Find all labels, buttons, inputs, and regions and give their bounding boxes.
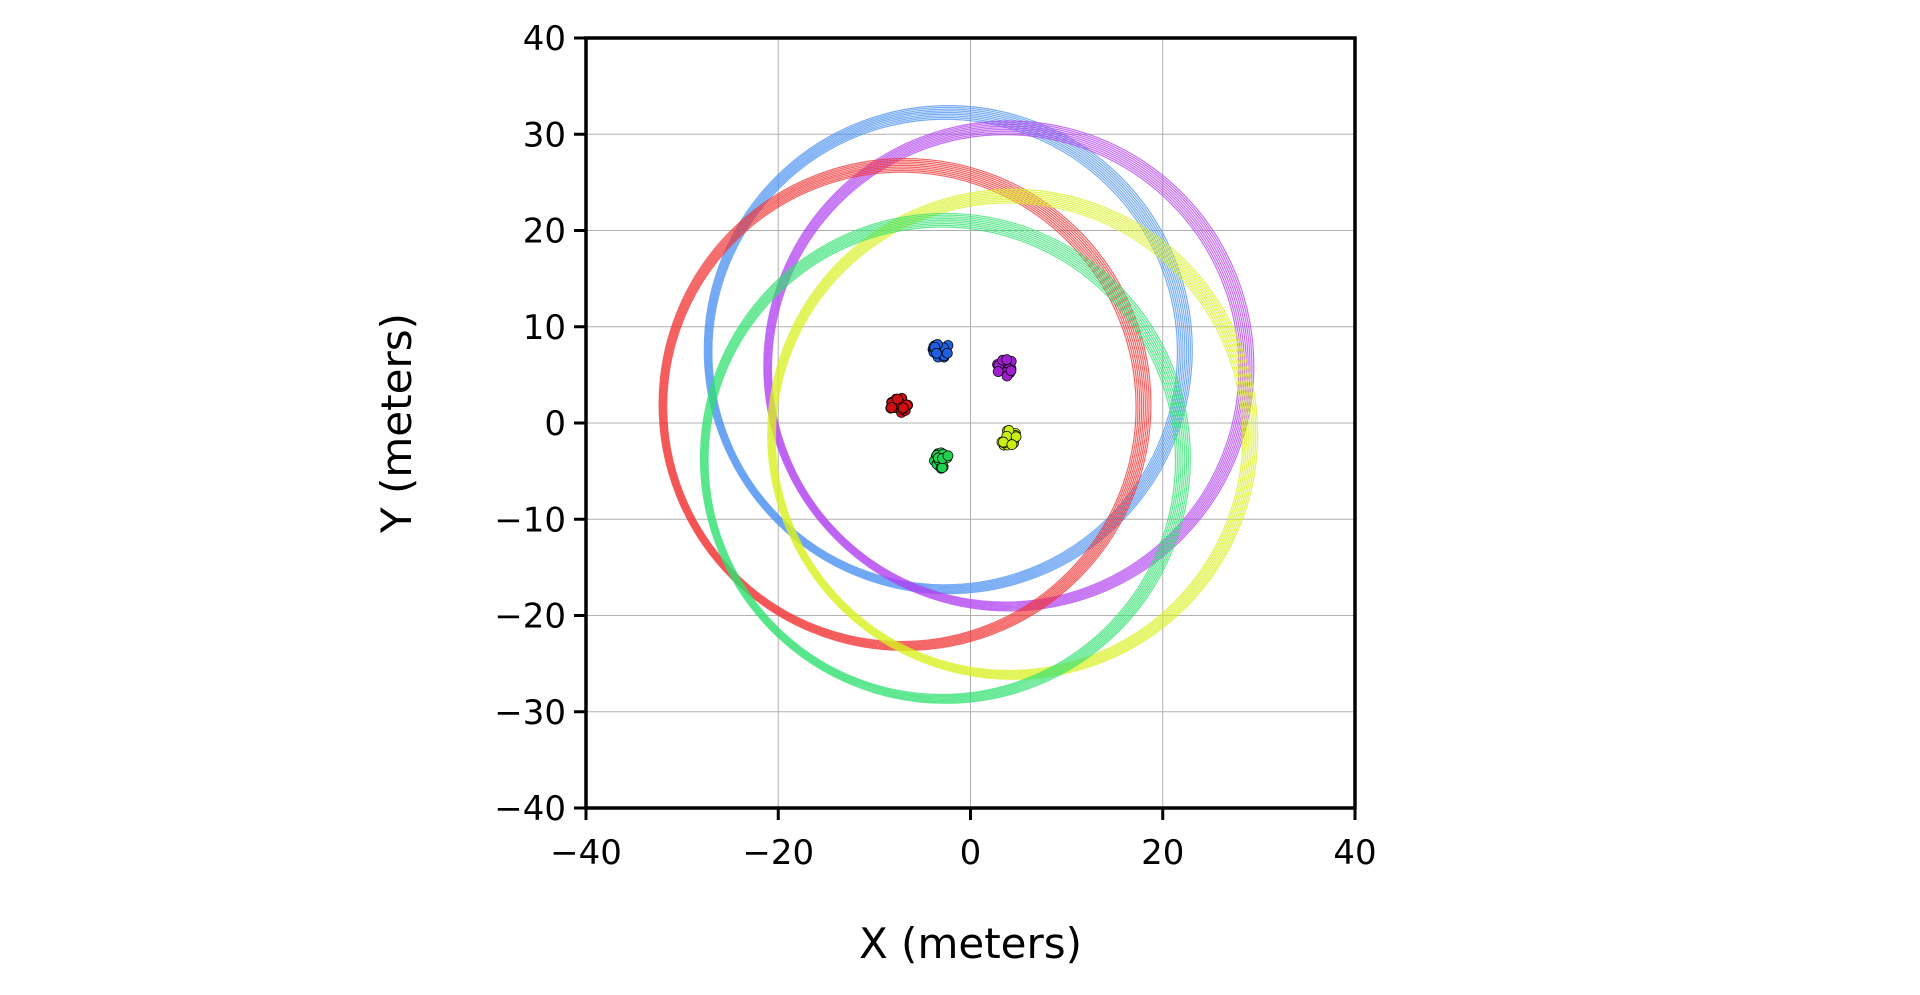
trajectory-ring bbox=[705, 108, 1190, 593]
y-tick-label: 20 bbox=[523, 212, 566, 252]
y-tick-label: 40 bbox=[523, 19, 566, 59]
x-tick-label: 20 bbox=[1141, 833, 1184, 873]
series-3 bbox=[767, 188, 1259, 680]
trajectory-ring bbox=[704, 221, 1182, 699]
trajectory-ring bbox=[700, 214, 1190, 703]
cluster-point bbox=[886, 402, 897, 413]
y-tick-label: −30 bbox=[494, 693, 566, 733]
cluster-point bbox=[897, 402, 909, 414]
series-4 bbox=[699, 212, 1191, 704]
trajectory-ring bbox=[701, 216, 1188, 702]
x-tick-label: −20 bbox=[742, 833, 814, 873]
cluster-point bbox=[892, 393, 903, 405]
trajectory-ring bbox=[707, 226, 1177, 696]
trajectory-ring bbox=[705, 223, 1180, 698]
trajectory-ring bbox=[710, 116, 1180, 587]
trajectory-ring bbox=[769, 193, 1253, 677]
trajectory-ring bbox=[699, 212, 1191, 704]
trajectory-ring bbox=[765, 123, 1251, 610]
cluster-point bbox=[942, 450, 954, 462]
y-tick-label: 30 bbox=[523, 115, 566, 155]
trajectory-ring bbox=[711, 118, 1179, 586]
trajectory-ring bbox=[704, 106, 1192, 594]
x-axis-label: X (meters) bbox=[859, 919, 1082, 968]
cluster-point bbox=[1006, 439, 1018, 450]
trajectory-ring bbox=[773, 200, 1246, 673]
cluster-point bbox=[1001, 354, 1013, 365]
trajectory-ring bbox=[706, 224, 1178, 697]
trajectory-ring bbox=[706, 110, 1188, 591]
x-tick-label: 40 bbox=[1333, 833, 1376, 873]
trajectory-ring bbox=[767, 188, 1259, 680]
cluster-point bbox=[931, 348, 942, 359]
cluster-point bbox=[941, 347, 953, 359]
trajectory-ring bbox=[703, 219, 1184, 700]
trajectory-ring bbox=[764, 122, 1253, 611]
y-axis-label: Y (meters) bbox=[372, 313, 421, 534]
trajectory-ring bbox=[772, 198, 1248, 674]
y-tick-label: 0 bbox=[544, 404, 566, 444]
series-0 bbox=[703, 105, 1193, 595]
y-tick-label: −10 bbox=[494, 500, 566, 540]
y-tick-label: −20 bbox=[494, 597, 566, 637]
trajectory-ring bbox=[770, 195, 1251, 676]
trajectory-ring bbox=[703, 105, 1193, 595]
trajectory-ring bbox=[763, 120, 1255, 612]
ticks: −40 −20 0 20 40 40 30 20 10 0 −10 −20 −30 −40 bbox=[494, 19, 1376, 873]
trajectory-ring bbox=[768, 190, 1257, 679]
trajectory-ring bbox=[771, 197, 1249, 675]
trajectory-ring bbox=[665, 169, 1139, 644]
cluster-point bbox=[936, 462, 948, 474]
trajectory-ring bbox=[709, 115, 1182, 588]
y-tick-label: 10 bbox=[523, 308, 566, 348]
y-tick-label: −40 bbox=[494, 789, 566, 829]
trajectory-ring bbox=[664, 168, 1141, 645]
x-tick-label: 0 bbox=[960, 833, 982, 873]
trajectory-ring bbox=[702, 217, 1186, 701]
cluster-point bbox=[992, 366, 1004, 377]
trajectory-ring bbox=[707, 111, 1186, 590]
trajectory-ring bbox=[666, 171, 1137, 643]
x-tick-label: −40 bbox=[550, 833, 622, 873]
trajectory-ring bbox=[708, 113, 1184, 589]
trajectory-ring bbox=[769, 192, 1255, 678]
plot-area bbox=[658, 105, 1259, 704]
trajectory-ring bbox=[774, 202, 1244, 672]
cluster-point bbox=[1005, 365, 1017, 377]
